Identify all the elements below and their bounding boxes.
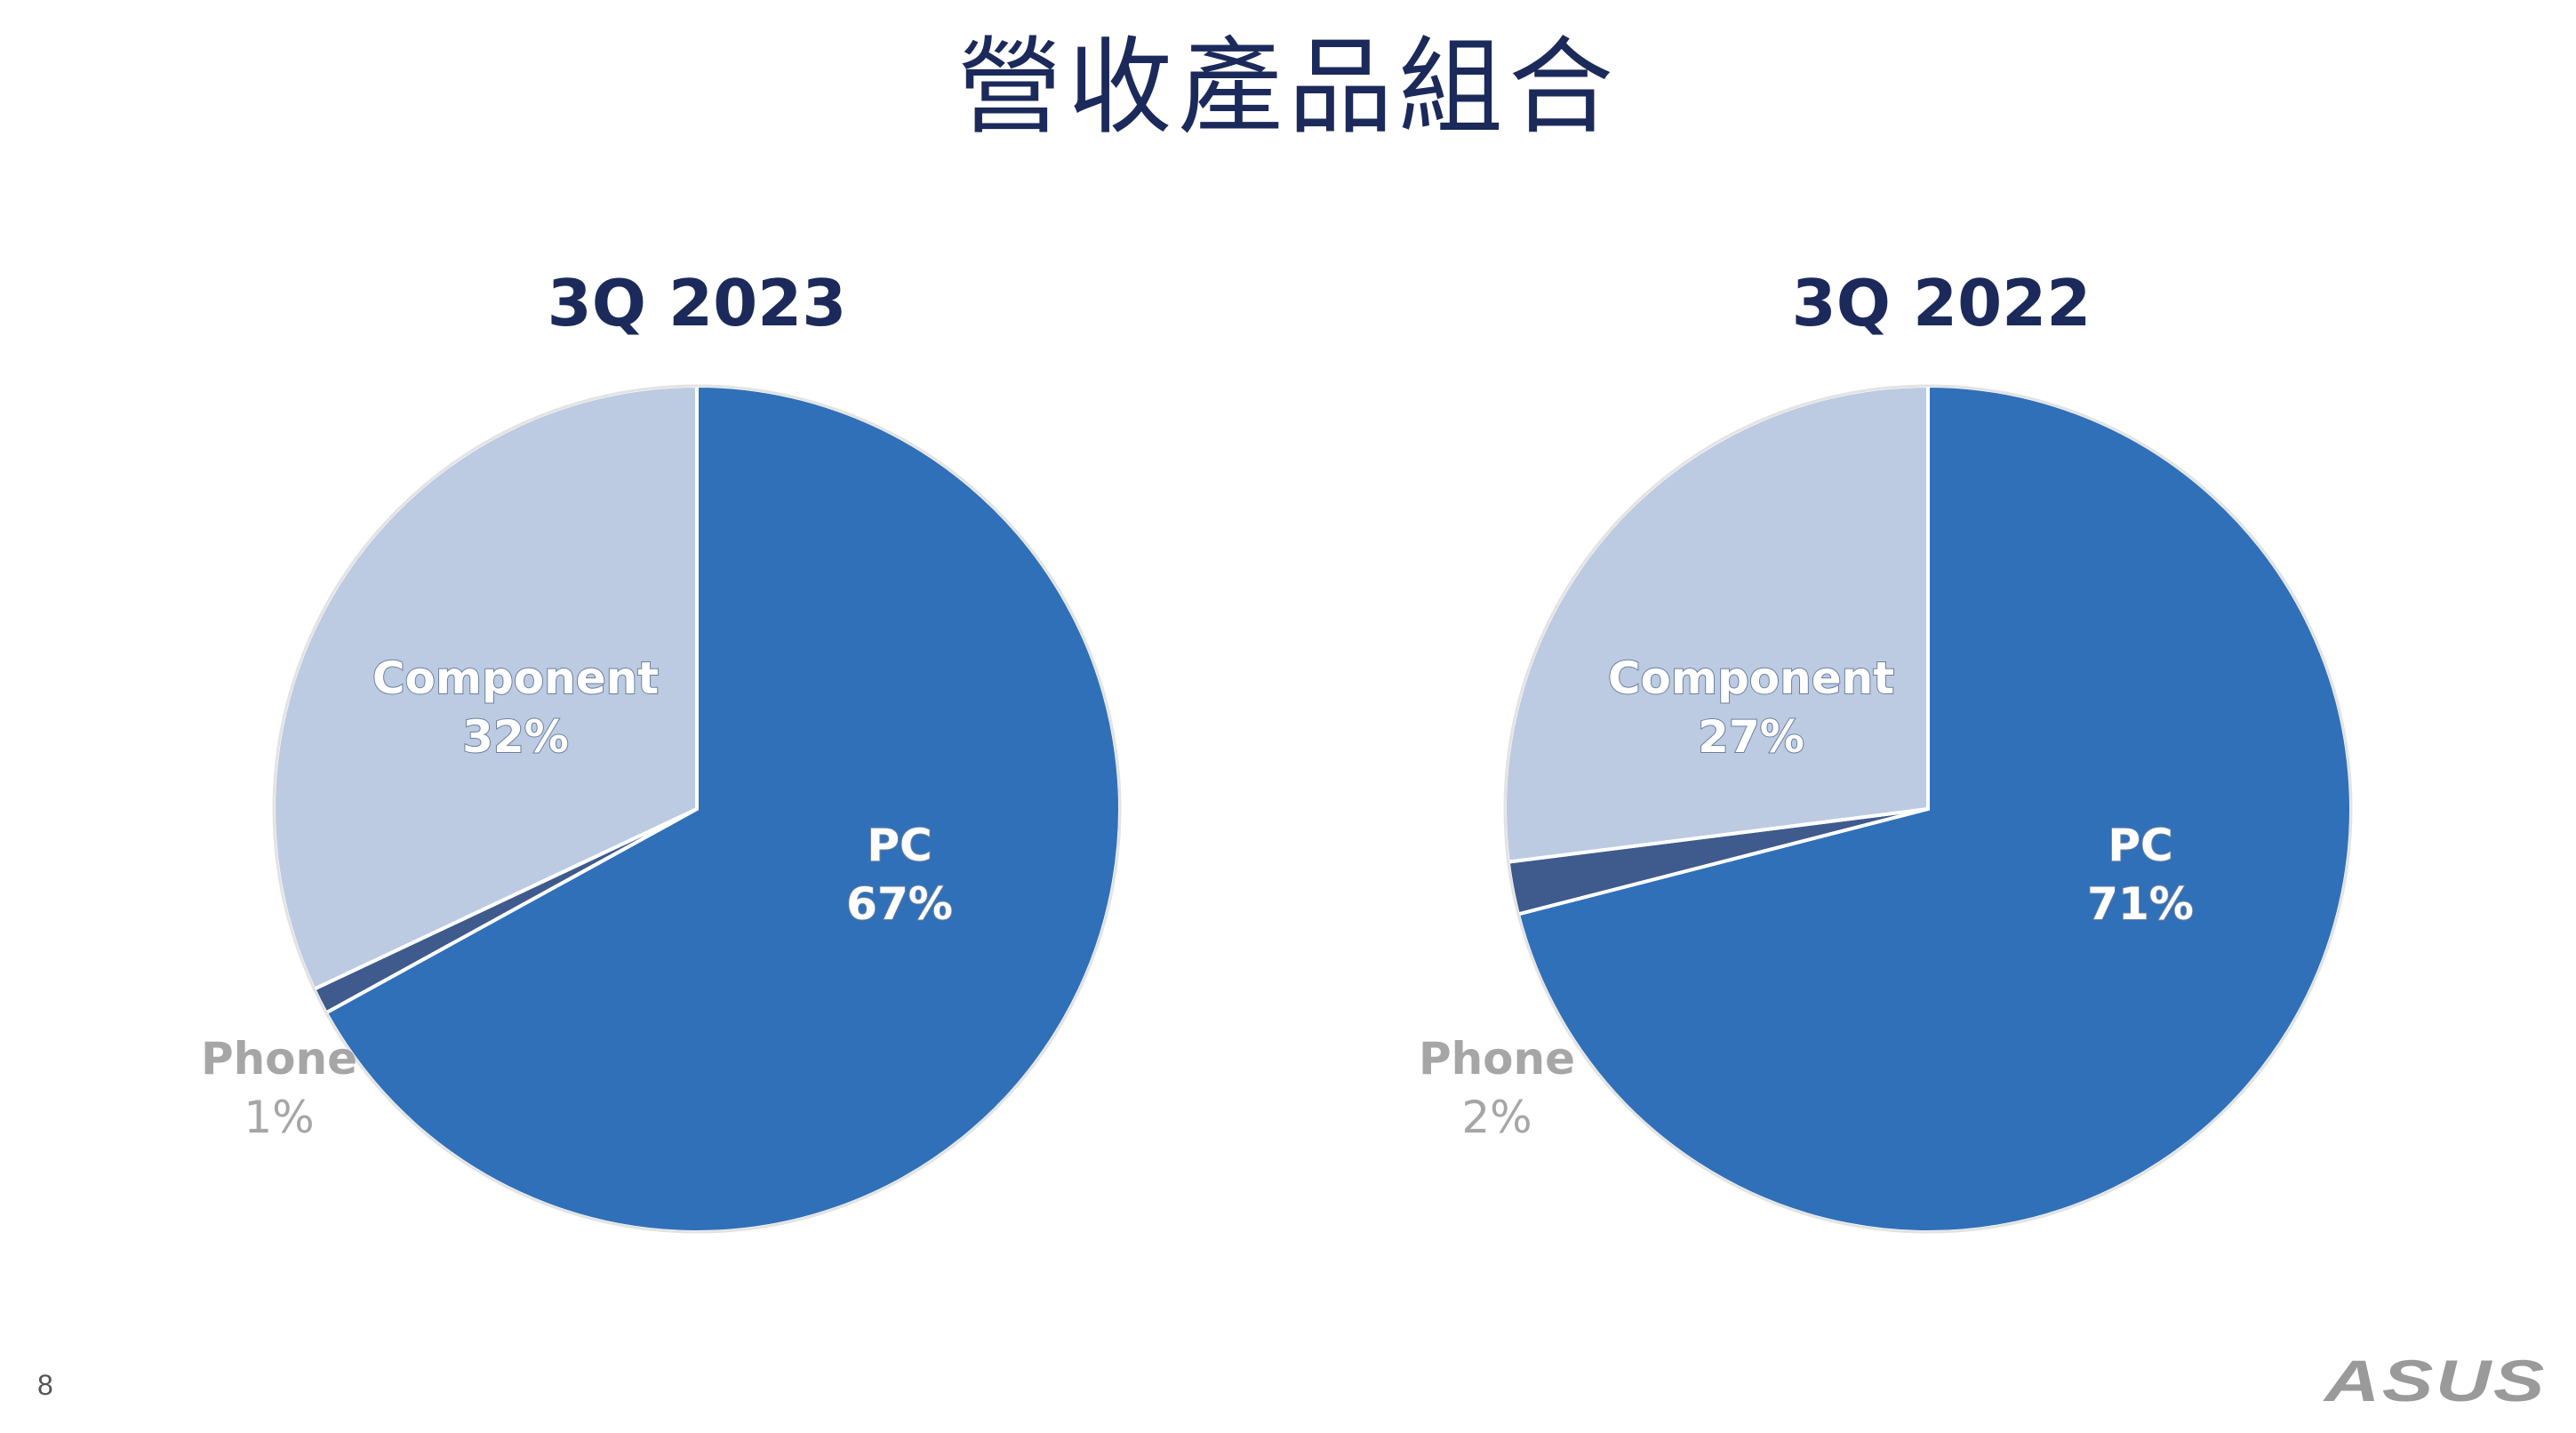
slice-value-phone-3q-2023: 1% bbox=[244, 1092, 314, 1143]
slice-label-pc-3q-2023: PC bbox=[867, 820, 932, 871]
slice-label-component-3q-2022: Component bbox=[1608, 652, 1894, 704]
slice-label-component-3q-2023: Component bbox=[372, 652, 659, 704]
pie-outline-3q-2022 bbox=[1503, 384, 2353, 1234]
slice-label-phone-3q-2023: Phone bbox=[201, 1033, 357, 1085]
pie-outline-3q-2023 bbox=[272, 384, 1122, 1234]
slice-value-component-3q-2022: 27% bbox=[1698, 711, 1804, 763]
slice-value-phone-3q-2022: 2% bbox=[1461, 1092, 1532, 1143]
slice-value-pc-3q-2023: 67% bbox=[846, 878, 953, 930]
pie-slice-component-3q-2022 bbox=[1503, 383, 1930, 864]
chart-title-3q-2023: 3Q 2023 bbox=[547, 266, 847, 340]
slide-title: 營收產品組合 bbox=[956, 26, 1619, 148]
page-number: 8 bbox=[37, 1369, 53, 1401]
slice-label-pc-3q-2022: PC bbox=[2108, 820, 2172, 871]
chart-title-3q-2022: 3Q 2022 bbox=[1791, 266, 2092, 340]
svg-text:ASUS: ASUS bbox=[2322, 1353, 2547, 1410]
slice-label-phone-3q-2022: Phone bbox=[1419, 1033, 1575, 1085]
slice-value-pc-3q-2022: 71% bbox=[2087, 878, 2194, 930]
slice-value-component-3q-2023: 32% bbox=[462, 711, 569, 763]
asus-logo: ASUS bbox=[2322, 1353, 2547, 1410]
